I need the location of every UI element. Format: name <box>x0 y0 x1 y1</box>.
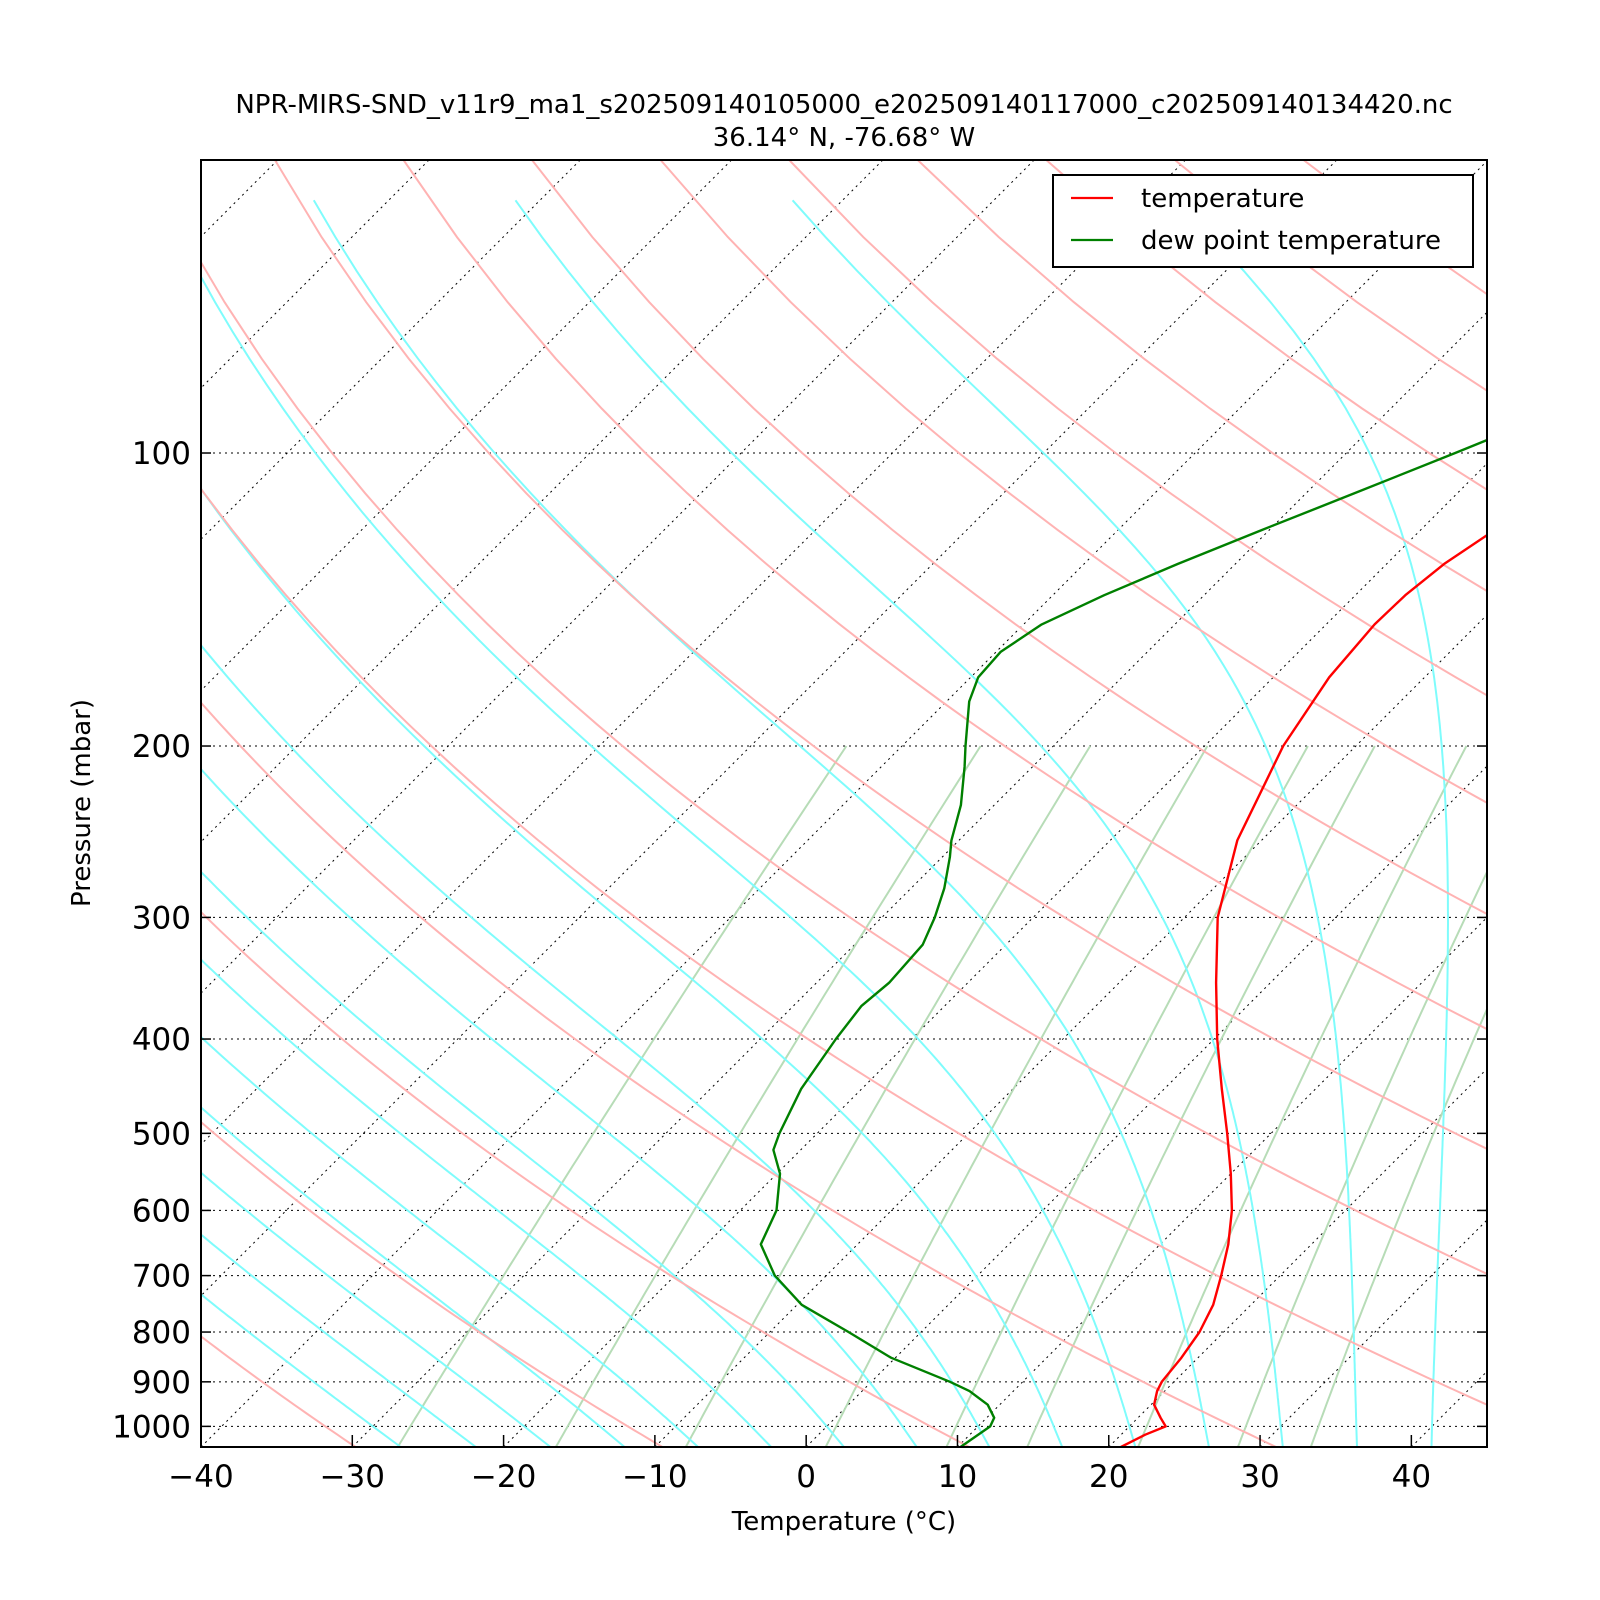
dry-adiabat-line <box>659 160 1487 804</box>
x-tick-label: −20 <box>471 1459 536 1495</box>
moist-adiabat-line <box>201 1233 477 1447</box>
mixing-ratio-line <box>1236 869 1487 1447</box>
isotherm-line <box>201 160 732 692</box>
isotherm-line <box>201 160 1186 1146</box>
isotherm-line <box>1563 160 1600 1447</box>
plot-area <box>0 160 1600 1447</box>
mixing-ratio-lines <box>396 745 1487 1447</box>
dry-adiabat-line <box>201 910 970 1447</box>
dewpoint-line <box>759 438 1487 1447</box>
plot-frame <box>200 159 1488 1448</box>
x-axis-ticks: −40 −30 −20 −10 0 10 20 30 40 <box>168 1435 1431 1495</box>
isobar-gridlines <box>201 452 1487 1427</box>
mixing-ratio-line <box>554 745 982 1447</box>
x-tick-label: 10 <box>938 1459 977 1495</box>
moist-adiabat-line <box>201 1293 402 1447</box>
dry-adiabat-line <box>0 160 49 1447</box>
moist-adiabat-line <box>201 274 1137 1447</box>
x-tick-label: −30 <box>320 1459 385 1495</box>
dry-adiabat-line <box>201 701 1277 1447</box>
isotherm-line <box>1108 1068 1487 1447</box>
legend-box <box>1052 174 1474 268</box>
moist-adiabat-line <box>201 958 772 1447</box>
moist-adiabat-line <box>201 1106 626 1447</box>
legend: temperature dew point temperature <box>1052 174 1474 268</box>
y-axis-label: Pressure (mbar) <box>67 699 97 907</box>
isotherm-line <box>201 160 279 238</box>
mixing-ratio-line <box>396 745 848 1447</box>
moist-adiabat-line <box>201 1171 552 1447</box>
y-tick-label: 600 <box>132 1193 191 1229</box>
y-tick-label: 900 <box>132 1365 191 1401</box>
dry-adiabat-line <box>1302 160 1487 296</box>
mixing-ratio-line <box>945 745 1309 1447</box>
moist-adiabat-line <box>791 199 1358 1447</box>
dry-adiabat-line <box>201 1120 663 1447</box>
y-tick-label: 800 <box>132 1315 191 1351</box>
chart-subtitle: 36.14° N, -76.68° W <box>713 123 975 153</box>
y-axis-ticks: 100 200 300 400 500 600 700 800 900 1000 <box>112 436 1487 1445</box>
dry-adiabats <box>0 160 1487 1447</box>
y-tick-label: 1000 <box>112 1409 191 1445</box>
skewed-isotherms <box>201 160 1600 1447</box>
temperature-line <box>1120 533 1487 1447</box>
y-tick-label: 100 <box>132 436 191 472</box>
series-lines <box>759 438 1487 1447</box>
isotherm-line <box>654 614 1487 1447</box>
dry-adiabat-line <box>201 260 1487 1276</box>
moist-adiabat-line <box>201 487 1064 1447</box>
mixing-ratio-line <box>824 745 1209 1447</box>
moist-adiabat-line <box>201 767 918 1447</box>
dry-adiabat-line <box>201 487 1487 1406</box>
x-tick-label: −10 <box>622 1459 687 1495</box>
y-tick-label: 700 <box>132 1259 191 1295</box>
dry-adiabat-line <box>402 160 1487 1031</box>
moist-adiabat-line <box>1177 199 1449 1447</box>
isotherm-line <box>957 916 1487 1447</box>
mixing-ratio-line <box>684 745 1092 1447</box>
x-tick-label: 0 <box>796 1459 816 1495</box>
dry-adiabat-line <box>917 160 1487 593</box>
dry-adiabat-line <box>1045 160 1487 491</box>
legend-label-dewpoint: dew point temperature <box>1141 226 1441 256</box>
mixing-ratio-line <box>1137 745 1468 1447</box>
moist-adiabat-line <box>201 870 845 1447</box>
moist-adiabat-line <box>201 1035 699 1447</box>
dry-adiabat-line <box>201 1335 357 1447</box>
y-tick-label: 300 <box>132 900 191 936</box>
moist-adiabats <box>201 199 1449 1447</box>
dry-adiabat-line <box>1174 160 1487 392</box>
mixing-ratio-line <box>1309 1006 1487 1447</box>
x-tick-label: 40 <box>1392 1459 1431 1495</box>
isotherm-line <box>201 160 430 389</box>
moist-adiabat-line <box>514 199 1284 1447</box>
dry-adiabat-line <box>274 160 1487 1150</box>
x-axis-label: Temperature (°C) <box>731 1507 956 1537</box>
x-tick-label: −40 <box>168 1459 233 1495</box>
moist-adiabat-line <box>201 643 991 1447</box>
x-tick-label: 30 <box>1240 1459 1279 1495</box>
x-tick-label: 20 <box>1089 1459 1128 1495</box>
chart-title: NPR-MIRS-SND_v11r9_ma1_s202509140105000_… <box>235 90 1452 120</box>
moist-adiabat-line <box>312 199 1210 1447</box>
mixing-ratio-line <box>1026 745 1376 1447</box>
y-tick-label: 400 <box>132 1022 191 1058</box>
y-tick-label: 200 <box>132 729 191 765</box>
y-tick-label: 500 <box>132 1116 191 1152</box>
dry-adiabat-line <box>788 160 1487 697</box>
legend-label-temperature: temperature <box>1141 184 1304 214</box>
dry-adiabat-line <box>531 160 1487 916</box>
isotherm-line <box>351 311 1487 1447</box>
isotherm-line <box>1410 1370 1487 1447</box>
